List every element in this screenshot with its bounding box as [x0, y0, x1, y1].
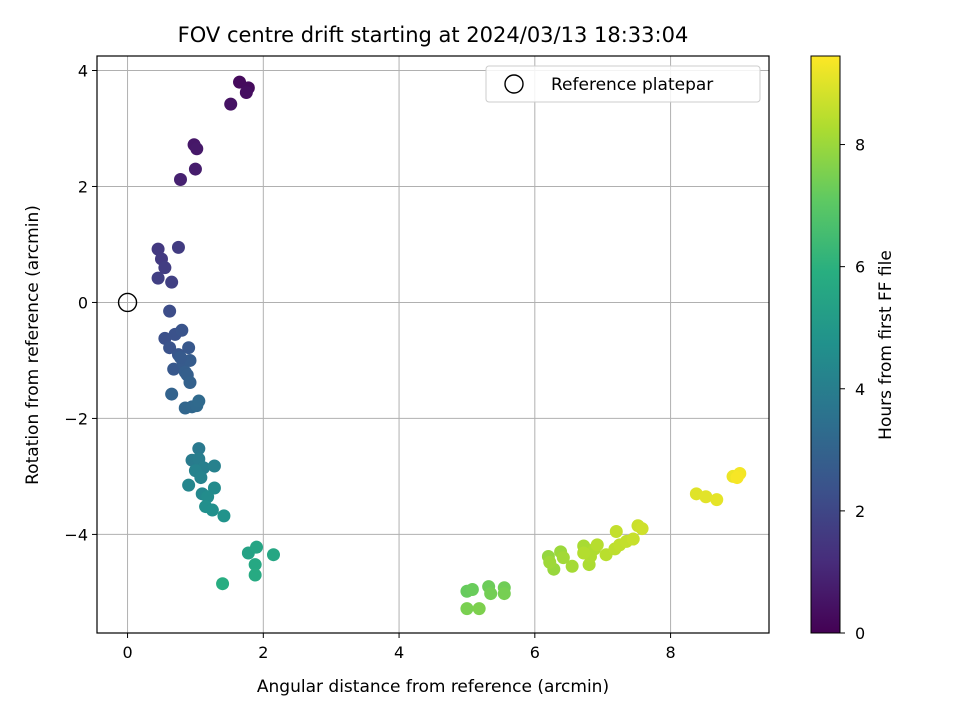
- data-points: [151, 75, 747, 616]
- colorbar-tick-label: 6: [855, 258, 865, 277]
- data-point: [182, 478, 196, 492]
- data-point: [194, 471, 208, 485]
- x-tick-label: 6: [530, 643, 540, 662]
- x-tick-label: 2: [258, 643, 268, 662]
- data-point: [201, 490, 215, 504]
- colorbar-tick-label: 8: [855, 136, 865, 155]
- data-point: [182, 341, 196, 355]
- x-tick-label: 0: [122, 643, 132, 662]
- data-point: [710, 493, 724, 507]
- data-point: [609, 525, 623, 539]
- data-point: [465, 583, 479, 597]
- legend-entry-reference-platepar: Reference platepar: [551, 75, 713, 95]
- y-tick-label: −4: [64, 525, 88, 544]
- reference-platepar-point: [117, 292, 138, 313]
- chart-title: FOV centre drift starting at 2024/03/13 …: [178, 23, 689, 47]
- data-point: [158, 261, 172, 275]
- data-point: [590, 538, 604, 552]
- data-point: [175, 323, 189, 337]
- data-point: [188, 162, 202, 176]
- data-point: [472, 602, 486, 616]
- data-point: [192, 442, 206, 456]
- data-point: [266, 548, 280, 562]
- data-point: [163, 341, 177, 355]
- colorbar: 0 2 4 6 8 Hours from first FF file: [810, 55, 896, 643]
- legend-box: [485, 65, 761, 103]
- colorbar-tick-label: 4: [855, 380, 865, 399]
- data-point: [183, 375, 197, 389]
- data-point: [217, 509, 231, 523]
- data-point: [250, 540, 264, 554]
- data-point: [216, 577, 230, 591]
- plot-frame: [96, 55, 770, 634]
- data-point: [151, 242, 165, 256]
- y-tick-label: 4: [78, 61, 88, 80]
- data-point: [699, 490, 713, 504]
- data-point: [171, 240, 185, 254]
- y-tick-label: −2: [64, 409, 88, 428]
- data-point: [730, 471, 744, 485]
- data-point: [173, 351, 187, 365]
- data-point: [635, 522, 649, 536]
- x-axis-label: Angular distance from reference (arcmin): [257, 677, 609, 697]
- data-point: [192, 394, 206, 408]
- axis-ticks: 0 2 4 6 8 −4 −2 0 2 4: [64, 61, 675, 662]
- x-tick-label: 4: [394, 643, 404, 662]
- data-point: [565, 559, 579, 573]
- data-point: [165, 387, 179, 401]
- data-point: [190, 142, 204, 156]
- data-point: [497, 587, 511, 601]
- data-point: [460, 602, 474, 616]
- y-tick-label: 2: [78, 177, 88, 196]
- colorbar-label: Hours from first FF file: [876, 250, 896, 440]
- x-tick-label: 8: [665, 643, 675, 662]
- y-axis-label: Rotation from reference (arcmin): [23, 205, 43, 485]
- legend: Reference platepar: [485, 65, 761, 103]
- y-tick-label: 0: [78, 293, 88, 312]
- reference-marker: [117, 292, 138, 313]
- colorbar-tick-label: 2: [855, 502, 865, 521]
- data-point: [248, 568, 262, 582]
- data-point: [484, 587, 498, 601]
- colorbar-tick-label: 0: [855, 624, 865, 643]
- data-point: [626, 532, 640, 546]
- data-point: [577, 546, 591, 560]
- colorbar-gradient: [810, 55, 841, 634]
- colorbar-ticks: 0 2 4 6 8: [840, 136, 865, 643]
- data-point: [151, 271, 165, 285]
- data-point: [205, 503, 219, 517]
- data-point: [165, 275, 179, 289]
- legend-reference-marker: [504, 74, 524, 94]
- data-point: [163, 304, 177, 318]
- data-point: [207, 459, 221, 473]
- data-point: [248, 558, 262, 572]
- data-point: [224, 97, 238, 111]
- data-point: [167, 362, 181, 376]
- data-point: [543, 555, 557, 569]
- data-point: [239, 86, 253, 100]
- data-point: [173, 173, 187, 187]
- data-point: [556, 551, 570, 565]
